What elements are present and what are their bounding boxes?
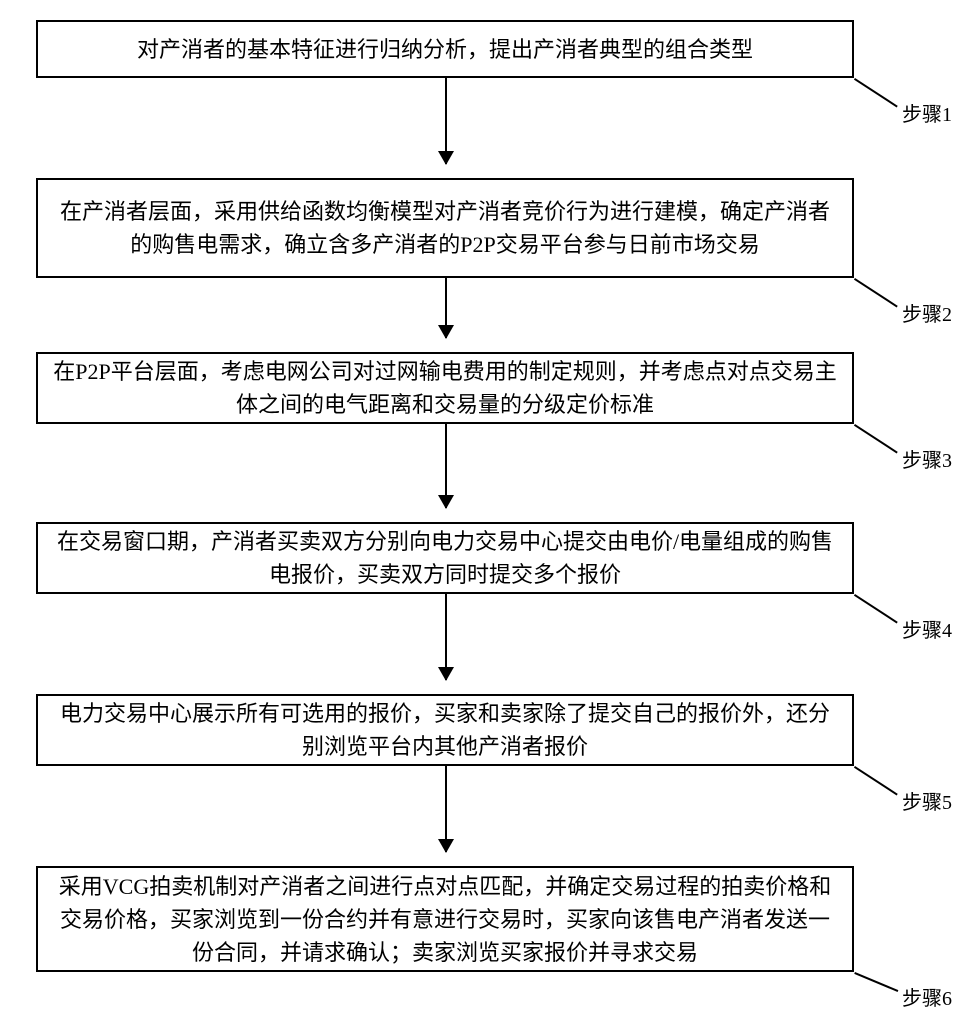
arrow-2: [445, 278, 447, 338]
step-label-6: 步骤6: [902, 982, 952, 1011]
arrow-4: [445, 594, 447, 680]
arrow-1: [445, 78, 447, 164]
flow-node-6: 采用VCG拍卖机制对产消者之间进行点对点匹配，并确定交易过程的拍卖价格和交易价格…: [36, 866, 854, 972]
step-label-4: 步骤4: [902, 614, 952, 643]
flow-node-2: 在产消者层面，采用供给函数均衡模型对产消者竞价行为进行建模，确定产消者的购售电需…: [36, 178, 854, 278]
leader-line-3: [854, 424, 898, 453]
step-label-3: 步骤3: [902, 444, 952, 473]
leader-line-4: [854, 594, 898, 623]
leader-line-5: [854, 766, 898, 795]
leader-line-6: [854, 972, 898, 991]
arrow-5: [445, 766, 447, 852]
leader-line-2: [854, 278, 898, 307]
arrow-3: [445, 424, 447, 508]
leader-line-1: [854, 78, 898, 107]
flow-node-1: 对产消者的基本特征进行归纳分析，提出产消者典型的组合类型: [36, 20, 854, 78]
flowchart-canvas: 对产消者的基本特征进行归纳分析，提出产消者典型的组合类型步骤1 在产消者层面，采用…: [0, 0, 974, 1000]
step-label-1: 步骤1: [902, 98, 952, 127]
flow-node-5: 电力交易中心展示所有可选用的报价，买家和卖家除了提交自己的报价外，还分别浏览平台…: [36, 694, 854, 766]
flow-node-4: 在交易窗口期，产消者买卖双方分别向电力交易中心提交由电价/电量组成的购售电报价，…: [36, 522, 854, 594]
flow-node-3: 在P2P平台层面，考虑电网公司对过网输电费用的制定规则，并考虑点对点交易主体之间…: [36, 352, 854, 424]
step-label-5: 步骤5: [902, 786, 952, 815]
step-label-2: 步骤2: [902, 298, 952, 327]
